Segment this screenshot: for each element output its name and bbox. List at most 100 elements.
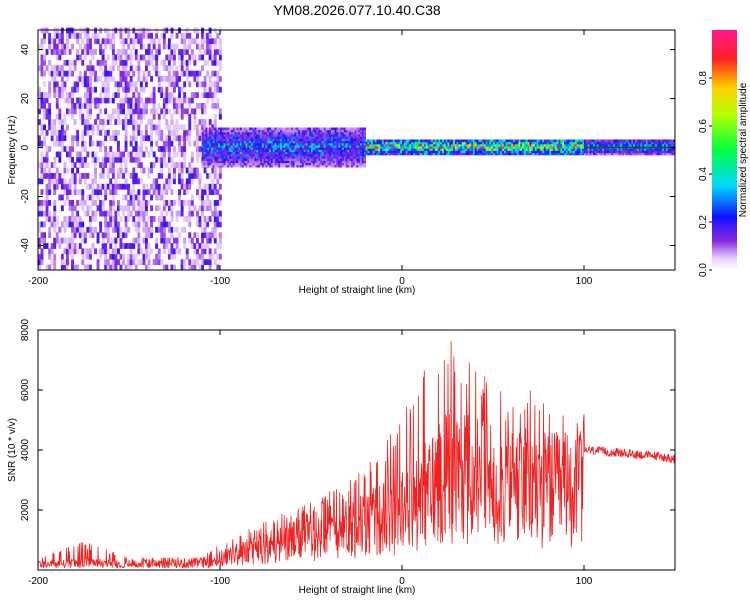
spectrogram-cell [405,152,408,156]
spectrogram-cell [238,129,241,133]
spectrogram-cell [454,152,457,156]
spectrogram-cell [238,136,241,139]
spectrogram-cell [420,152,423,156]
spectrogram-cell [252,156,255,159]
spectrogram-cell [383,150,386,154]
spectrogram-cell [124,243,128,249]
spectrogram-cell [48,70,52,77]
spectrogram-cell [227,131,230,135]
spectrogram-cell [104,108,108,115]
spectrogram-cell [216,253,220,260]
spectrogram-cell [434,148,437,151]
spectrogram-cell [111,108,115,115]
spectrogram-cell [68,151,72,158]
spectrogram-cell [122,205,125,212]
spectrogram-cell [473,150,476,154]
spectrogram-cell [545,146,548,149]
spectrogram-cell [220,134,223,137]
spectrogram-cell [664,148,667,151]
spectrogram-cell [124,205,128,212]
spectrogram-cell [247,134,250,137]
spectrogram-cell [129,243,133,249]
spectrogram-cell [213,124,217,131]
spectrogram-cell [402,139,405,143]
spectrogram-cell [71,210,74,217]
spectrogram-cell [43,70,46,77]
spectrogram-cell [498,139,501,143]
spectrogram-cell [311,162,314,166]
spectrogram-cell [272,145,275,148]
spectrogram-cell [210,149,214,153]
spectrogram-cell [68,248,72,255]
spectrogram-cell [331,160,334,164]
spectrogram-cell [463,146,467,149]
spectrogram-cell [367,150,370,154]
spectrogram-cell [117,129,120,136]
spectrogram-cell [60,135,64,142]
spectrogram-cell [210,136,214,139]
spectrogram-cell [278,142,281,146]
spectrogram-cell [142,237,146,244]
spectrogram-cell [60,264,64,271]
spectrogram-cell [609,141,612,145]
spectrogram-cell [157,248,161,255]
spectrogram-cell [509,146,512,149]
spectrogram-cell [210,131,214,135]
spectrogram-cell [247,127,250,131]
spectrogram-cell [83,178,87,185]
spectrogram-cell [418,141,421,145]
spectrogram-cell [442,150,445,154]
spectrogram-cell [642,152,645,156]
spectrogram-cell [351,160,354,164]
spectrogram-cell [81,194,85,201]
spectrogram-cell [71,97,74,104]
spectrogram-cell [338,145,341,148]
spectrogram-cell [227,162,230,166]
spectrogram-cell [173,264,176,271]
spectrogram-cell [498,150,501,154]
spectrogram-cell [208,173,212,179]
spectrogram-cell [338,164,341,168]
spectrogram-cell [418,150,421,154]
spectrogram-cell [489,150,492,154]
spectrogram-cell [207,142,210,146]
spectrogram-cell [352,149,356,153]
spectrogram-cell [465,141,468,145]
spectrogram-cell [462,141,465,145]
spectrogram-cell [456,146,459,149]
spectrogram-cell [190,173,194,179]
spectrogram-cell [334,160,337,164]
spectrogram-cell [48,86,52,93]
spectrogram-cell [230,149,234,153]
spectrogram-cell [301,147,305,150]
spectrogram-cell [83,124,87,131]
spectrogram-cell [127,119,131,125]
spectrogram-cell [465,152,468,156]
spectrogram-cell [360,164,363,168]
spectrogram-cell [360,145,363,148]
spectrogram-cell [673,148,676,151]
spectrogram-cell [193,54,197,61]
spectrogram-cell [336,129,339,133]
spectrogram-cell [129,59,133,66]
spectrogram-cell [647,148,650,151]
spectrogram-cell [471,143,474,147]
spectrogram-cell [362,151,365,155]
spectrogram-cell [229,158,232,161]
spectrogram-cell [71,216,74,222]
spectrogram-cell [640,148,643,151]
spectrogram-cell [522,143,525,147]
spectrogram-cell [469,139,472,143]
spectrogram-cell [183,81,187,88]
spectrogram-cell [318,151,321,155]
spectrogram-cell [493,139,496,143]
spectrogram-cell [53,216,57,222]
spectrogram-cell [358,149,361,153]
spectrogram-cell [272,151,275,155]
spectrogram-cell [429,139,432,143]
spectrogram-cell [150,108,153,115]
snr-series-line [37,340,676,568]
spectrogram-cell [263,142,266,146]
spectrogram-cell [234,145,237,148]
spectrogram-cell [525,146,528,149]
